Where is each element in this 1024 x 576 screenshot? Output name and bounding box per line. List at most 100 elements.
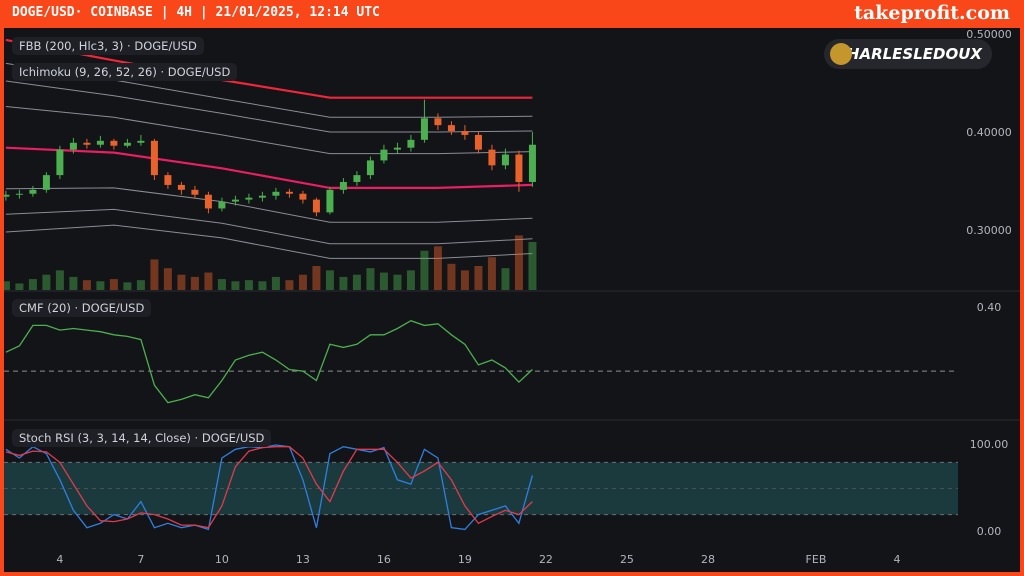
y-tick-label: 0.50000 <box>966 28 1012 41</box>
candle-body <box>488 149 496 166</box>
candle-body <box>353 175 361 182</box>
pane <box>4 444 958 531</box>
candle-body <box>461 131 469 135</box>
volume-bar <box>163 268 172 290</box>
candle-body <box>177 184 185 190</box>
series-line <box>5 106 533 155</box>
volume-bar <box>177 274 186 290</box>
volume-bar <box>433 246 442 290</box>
y-tick-label: 0.30000 <box>966 224 1012 237</box>
volume-bar <box>109 279 118 290</box>
candle-body <box>123 142 131 146</box>
header-title: DOGE/USD· COINBASE | 4H | 21/01/2025, 12… <box>12 5 380 20</box>
candle-body <box>474 134 482 150</box>
x-tick-label: 10 <box>215 553 229 566</box>
candle-body <box>4 194 10 197</box>
candle-body <box>299 193 307 200</box>
x-tick-label: 28 <box>701 553 715 566</box>
volume-bar <box>231 281 240 290</box>
volume-bar <box>352 274 361 290</box>
y-tick-label: 0.40 <box>977 301 1002 314</box>
volume-bar <box>460 270 469 290</box>
series-line <box>5 446 533 529</box>
series-line <box>5 224 533 259</box>
volume-bar <box>258 281 267 290</box>
series-line <box>5 38 533 99</box>
x-tick-label: 19 <box>458 553 472 566</box>
volume-bar <box>325 270 334 290</box>
volume-bar <box>123 282 132 290</box>
volume-bar <box>298 274 307 290</box>
candle-body <box>326 189 334 213</box>
candle-body <box>69 142 77 150</box>
candle-body <box>393 147 401 150</box>
volume-bar <box>244 280 253 290</box>
volume-bar <box>514 235 523 290</box>
volume-bar <box>42 274 51 290</box>
volume-bar <box>501 268 510 290</box>
legend-label: Ichimoku (9, 26, 52, 26) · DOGE/USD <box>12 63 238 81</box>
volume-bar <box>136 280 145 290</box>
x-tick-label: 7 <box>137 553 144 566</box>
candle-body <box>285 191 293 194</box>
series-line <box>5 444 534 531</box>
volume-bar <box>150 259 159 290</box>
series-line <box>5 146 533 189</box>
x-tick-label: 25 <box>620 553 634 566</box>
volume-bar <box>4 281 10 290</box>
candle-body <box>218 201 226 209</box>
volume-bar <box>28 279 37 290</box>
y-tick-label: 0.40000 <box>966 126 1012 139</box>
pane <box>4 38 537 290</box>
volume-bar <box>55 270 64 290</box>
candle-body <box>231 199 239 202</box>
candle-body <box>312 199 320 213</box>
candle-body <box>83 142 91 145</box>
volume-bar <box>487 257 496 290</box>
volume-bar <box>285 280 294 290</box>
candle-body <box>407 139 415 148</box>
candle-body <box>56 149 64 176</box>
candle-body <box>204 194 212 209</box>
candle-body <box>501 154 509 166</box>
x-tick-label: 4 <box>56 553 63 566</box>
candle-body <box>245 197 253 200</box>
volume-bar <box>528 241 537 290</box>
x-tick-label: FEB <box>806 553 827 566</box>
candle-body <box>164 175 172 185</box>
volume-bar <box>69 276 78 290</box>
brand: takeprofit.com <box>854 2 1010 24</box>
candle-body <box>380 149 388 161</box>
candle-body <box>272 191 280 196</box>
volume-bar <box>217 279 226 290</box>
candle-body <box>515 154 523 182</box>
volume-bar <box>339 276 348 290</box>
candle-body <box>339 181 347 190</box>
volume-bar <box>204 272 213 290</box>
candle-body <box>42 175 50 190</box>
x-tick-label: 13 <box>296 553 310 566</box>
volume-bar <box>420 250 429 290</box>
candle-body <box>137 140 145 143</box>
volume-bar <box>96 281 105 290</box>
legend-label: FBB (200, Hlc3, 3) · DOGE/USD <box>12 37 204 55</box>
volume-bar <box>393 274 402 290</box>
candle-body <box>434 118 442 126</box>
series-line <box>5 187 533 223</box>
volume-bar <box>312 265 321 290</box>
volume-bar <box>447 263 456 290</box>
x-tick-label: 4 <box>893 553 900 566</box>
volume-bar <box>190 276 199 290</box>
x-tick-label: 22 <box>539 553 553 566</box>
candle-body <box>258 195 266 198</box>
volume-bar <box>474 265 483 290</box>
candle-body <box>29 189 37 194</box>
volume-bar <box>379 272 388 290</box>
legend-label: CMF (20) · DOGE/USD <box>12 299 152 317</box>
candle-body <box>96 140 104 145</box>
candle-body <box>191 189 199 195</box>
pane <box>4 319 958 404</box>
candle-body <box>110 140 118 146</box>
